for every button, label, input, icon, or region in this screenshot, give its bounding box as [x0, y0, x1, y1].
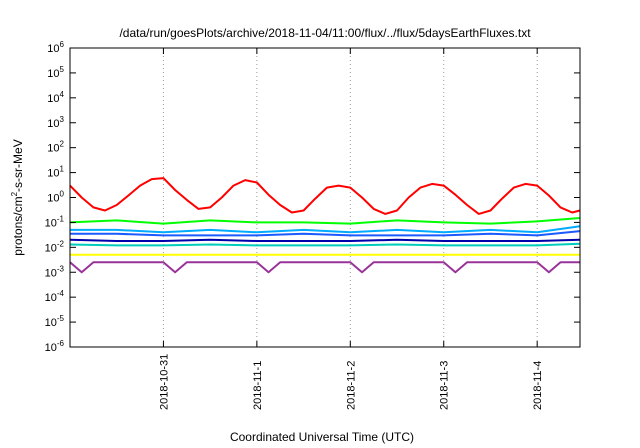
y-tick-label: 10-3	[45, 264, 65, 279]
series-line-5	[69, 238, 581, 242]
y-tick-label: 103	[47, 115, 64, 130]
series-line-1	[69, 217, 581, 225]
series-line-7	[69, 261, 580, 274]
series-layer	[69, 177, 581, 274]
y-axis-label: protons/cm2-s-sr-MeV	[10, 139, 25, 255]
y-tick-label: 10-6	[45, 339, 65, 354]
series-line-3	[70, 230, 581, 237]
y-tick-label: 101	[47, 165, 64, 180]
chart-title: /data/run/goesPlots/archive/2018-11-04/1…	[119, 26, 531, 40]
x-grid	[162, 48, 538, 347]
x-tick-label: 2018-11-3	[439, 361, 451, 410]
x-tick-label: 2018-11-2	[345, 361, 357, 410]
series-line-4	[69, 242, 581, 247]
x-tick-label: 2018-11-1	[252, 361, 264, 410]
y-axis: 10-6 10-5 10-4 10-3 10-2 10-1 100 101 102 103 104 1…	[45, 40, 580, 354]
series-line-2	[70, 225, 581, 234]
y-tick-label: 10-2	[45, 239, 65, 254]
y-tick-label: 100	[47, 190, 64, 205]
y-tick-label: 105	[47, 65, 64, 80]
x-axis-label: Coordinated Universal Time (UTC)	[230, 430, 414, 444]
y-tick-label: 102	[47, 140, 64, 155]
y-tick-label: 10-5	[45, 314, 65, 329]
x-tick-label: 2018-11-4	[532, 361, 544, 410]
y-tick-label: 104	[47, 90, 64, 105]
y-tick-label: 10-1	[45, 214, 65, 229]
x-axis: 2018-10-31 2018-11-1 2018-11-2 2018-11-3 201…	[158, 48, 544, 410]
y-tick-label: 10-4	[45, 289, 65, 304]
y-tick-label: 106	[47, 40, 64, 55]
x-tick-label: 2018-10-31	[158, 354, 170, 410]
series-line-0	[69, 177, 581, 215]
